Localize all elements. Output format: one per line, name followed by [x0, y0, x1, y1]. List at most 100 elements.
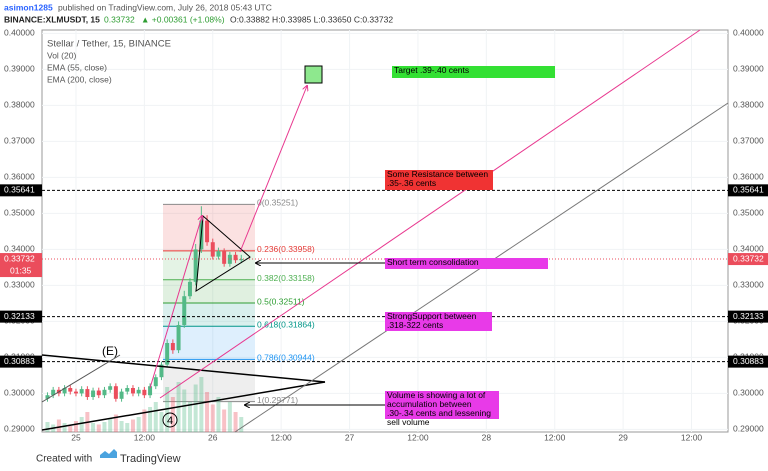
y-tick-label: 0.36000	[4, 172, 35, 182]
fib-label: 0(0.35251)	[257, 198, 298, 208]
x-tick-label: 27	[345, 432, 355, 442]
candle-body	[62, 388, 67, 394]
x-tick-label: 12:00	[681, 432, 703, 442]
volume-bar	[73, 421, 78, 432]
y-tick-label: 0.30000	[733, 388, 764, 398]
candle-body	[125, 388, 130, 392]
y-tick-label: 0.36000	[733, 172, 764, 182]
candle-body	[119, 391, 124, 399]
y-tick-label: 0.33000	[733, 280, 764, 290]
level-tag	[728, 355, 768, 368]
candle-body	[142, 389, 147, 396]
annotation: Short term consolidation	[385, 258, 548, 269]
candle-body	[159, 364, 164, 378]
annotation: Target .39-.40 cents	[392, 66, 555, 78]
annotation: Some Resistance between .35-.36 cents	[385, 170, 493, 190]
level-tag	[0, 310, 42, 323]
candle-body	[170, 343, 175, 351]
candle-body	[182, 296, 187, 326]
volume-bar	[96, 424, 101, 432]
footer-created: Created with	[36, 454, 92, 465]
candle-body	[153, 377, 158, 387]
x-tick-label: 12:00	[271, 432, 293, 442]
fib-label: 0.618(0.31864)	[257, 320, 315, 330]
x-tick-label: 26	[208, 432, 218, 442]
volume-bar	[227, 402, 232, 432]
pink-trend	[159, 29, 701, 399]
volume-bar	[182, 389, 187, 432]
wave-line	[41, 354, 121, 403]
volume-bar	[102, 422, 107, 432]
price: 0.33732	[104, 14, 135, 24]
published: published on TradingView.com, July 26, 2…	[58, 2, 272, 12]
y-tick-label: 0.37000	[733, 136, 764, 146]
candle-body	[73, 391, 78, 394]
ohlc: O:0.33882 H:0.33985 L:0.33650 C:0.33732	[230, 14, 393, 24]
y-tick-label: 0.29000	[733, 424, 764, 434]
y-tick-label: 0.39000	[733, 64, 764, 74]
x-tick-label: 25	[71, 432, 81, 442]
candle-body	[113, 386, 118, 399]
volume-bar	[159, 412, 164, 432]
candle-body	[165, 343, 170, 365]
fib-band	[163, 250, 255, 280]
level-label: 0.32133	[4, 311, 35, 321]
candle-body	[210, 242, 215, 257]
volume-bar	[233, 412, 238, 432]
volume-bar	[108, 418, 113, 432]
pennant	[195, 214, 251, 292]
fib-band	[163, 359, 255, 402]
countdown: 01:35	[10, 265, 32, 275]
volume-bar	[136, 417, 141, 432]
candle-body	[85, 389, 90, 398]
x-tick-label: 12:00	[407, 432, 429, 442]
candle-body	[239, 259, 244, 261]
y-tick-label: 0.30000	[4, 388, 35, 398]
candle-body	[108, 386, 113, 390]
triangle-top	[41, 354, 326, 383]
y-tick-label: 0.39000	[4, 64, 35, 74]
volume-bar	[79, 417, 84, 432]
level-tag	[728, 310, 768, 323]
volume-bar	[56, 419, 61, 432]
price-label: 0.33732	[733, 253, 764, 263]
volume-bar	[68, 426, 73, 432]
level-tag	[0, 184, 42, 197]
volume-bar	[62, 423, 67, 432]
candle-body	[130, 388, 135, 394]
volume-bar	[210, 404, 215, 432]
volume-bar	[216, 397, 221, 432]
legend-entry: EMA (55, close)	[47, 62, 107, 72]
pink-arrow	[149, 216, 202, 389]
candle-body	[148, 386, 153, 396]
fib-band	[163, 303, 255, 327]
legend-entry: EMA (200, close)	[47, 74, 112, 84]
wave-label: (E)	[102, 344, 118, 358]
candle-body	[222, 251, 227, 264]
candle-body	[227, 254, 232, 264]
volume-bar	[119, 421, 124, 432]
y-tick-label: 0.35000	[733, 208, 764, 218]
symbol: BINANCE:XLMUSDT, 15	[4, 14, 100, 24]
target-square	[304, 65, 323, 84]
x-tick-label: 12:00	[544, 432, 566, 442]
annotation: StrongSupport between .318-322 cents	[385, 312, 492, 331]
y-tick-label: 0.34000	[733, 244, 764, 254]
y-tick-label: 0.40000	[733, 28, 764, 38]
y-tick-label: 0.38000	[733, 100, 764, 110]
fib-label: 1(0.29771)	[257, 395, 298, 405]
fib-label: 0.382(0.33158)	[257, 273, 315, 283]
volume-bar	[142, 409, 147, 432]
candle-body	[233, 254, 238, 261]
volume-bar	[45, 422, 50, 432]
volume-bar	[113, 414, 118, 432]
legend-entry: Stellar / Tether, 15, BINANCE	[47, 39, 171, 50]
volume-bar	[205, 392, 210, 432]
level-label: 0.35641	[733, 185, 764, 195]
legend-entry: Vol (20)	[47, 50, 76, 60]
volume-bar	[91, 423, 96, 432]
candle-body	[96, 390, 101, 396]
footer-brand: TradingView	[120, 453, 181, 465]
level-tag	[728, 184, 768, 197]
volume-bar	[239, 417, 244, 432]
